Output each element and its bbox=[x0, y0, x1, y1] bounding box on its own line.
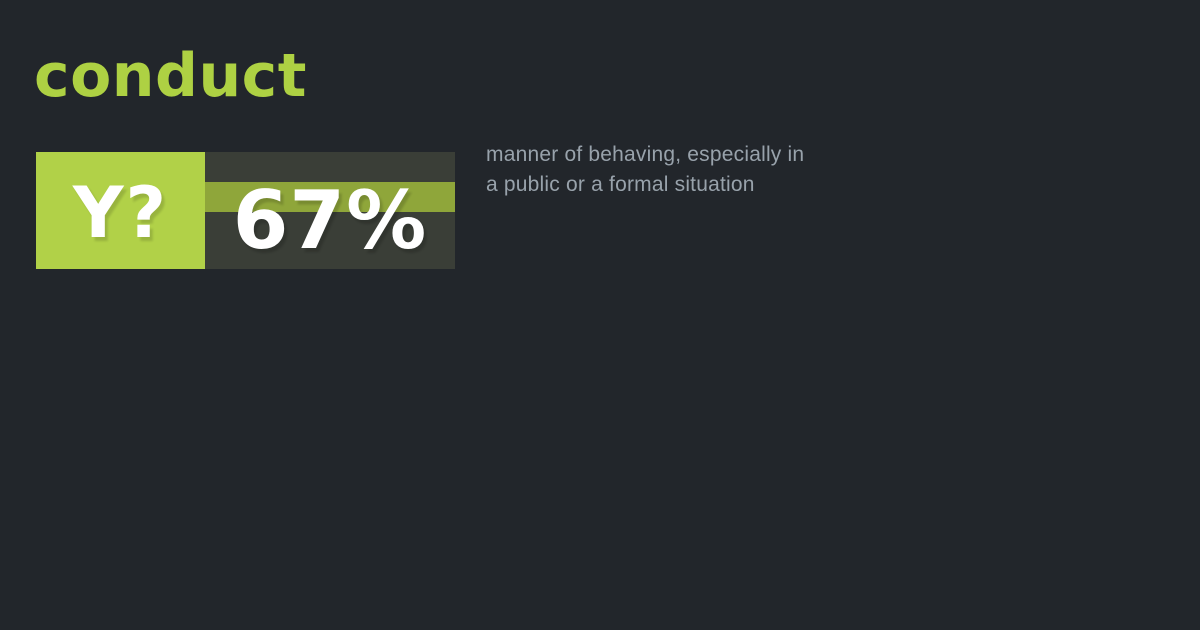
word-definition: manner of behaving, especially in a publ… bbox=[486, 140, 846, 200]
poll-value-box: 67% bbox=[205, 152, 455, 269]
poll-label: Y? bbox=[72, 171, 169, 254]
word-definition-line-2: a public or a formal situation bbox=[486, 173, 755, 196]
stripe-accent bbox=[205, 182, 455, 212]
poll-badge: Y? 67% bbox=[36, 152, 455, 269]
word-definition-line-1: manner of behaving, especially in bbox=[486, 143, 805, 166]
poll-label-box: Y? bbox=[36, 152, 205, 269]
word-title: conduct bbox=[34, 41, 307, 111]
poll-value: 67% bbox=[232, 173, 428, 267]
